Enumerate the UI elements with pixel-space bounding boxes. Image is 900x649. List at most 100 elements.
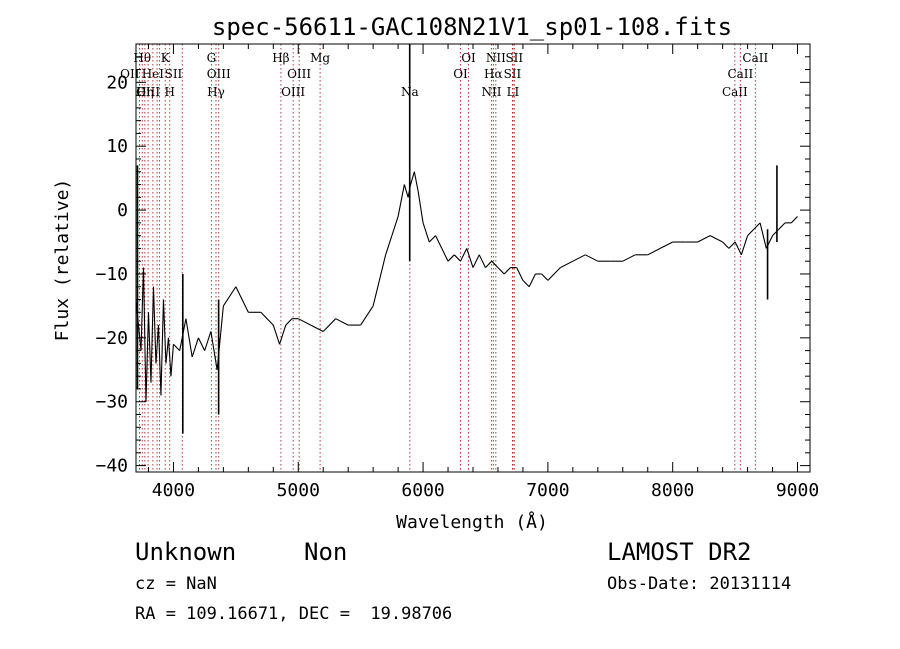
line-label-10: G (207, 51, 217, 65)
spectrum-segment-0-57 (491, 260, 499, 268)
spectrum-segment-0-51 (453, 254, 461, 262)
spectrum-segment-0-20 (210, 331, 218, 370)
y-tick-label-1: −30 (95, 392, 128, 413)
spectrum-segment-0-37 (378, 254, 387, 281)
spectrum-segment-0-17 (191, 337, 199, 358)
spectrum-segment-0-26 (272, 324, 281, 345)
spectrum-segment-0-40 (397, 184, 405, 217)
spectrum-segment-0-11 (165, 337, 169, 364)
spectrum-segment-0-54 (472, 254, 480, 268)
line-label-24: LI (507, 85, 520, 99)
spectrum-segment-0-85 (753, 222, 761, 230)
spectrum-segment-0-7 (155, 325, 160, 364)
spectrum-segment-0-84 (747, 228, 755, 237)
spectrum-segment-0-12 (167, 337, 172, 377)
spectrum-segment-0-13 (170, 344, 174, 377)
y-tick-label-3: −10 (95, 264, 128, 285)
spectrum-segment-0-55 (478, 254, 486, 268)
spectrum-segment-0-65 (541, 273, 549, 281)
spectrum-segment-0-16 (185, 318, 193, 358)
line-label-22: NII (486, 51, 506, 65)
spectrum-segment-0-14 (173, 343, 181, 352)
spectrum-segment-0-81 (728, 241, 736, 249)
object-subclass: Non (304, 538, 348, 566)
spectrum-segment-0-31 (310, 324, 324, 332)
spectrum-segment-0-78 (697, 235, 711, 243)
chart-title: spec-56611-GAC108N21V1_sp01-108.fits (212, 13, 732, 41)
spectrum-segment-0-27 (279, 324, 287, 345)
spectrum-segment-0-38 (385, 235, 393, 255)
spectrum-segment-0-46 (422, 222, 430, 243)
y-tick-label-2: −20 (95, 328, 128, 349)
line-label-25: SII (505, 51, 523, 65)
plot-frame (135, 43, 811, 473)
line-label-11: Hγ (207, 85, 225, 99)
line-label-8: H (164, 85, 174, 99)
y-axis-label: Flux (relative) (52, 179, 73, 342)
spectrum-segment-0-50 (447, 254, 455, 262)
spectrum-segment-0-44 (413, 171, 419, 192)
line-label-23: SII (504, 67, 522, 81)
line-label-16: Mg (310, 51, 330, 65)
spectrum-segment-0-47 (428, 235, 436, 243)
x-tick-label-0: 4000 (152, 480, 195, 501)
spectrum-segment-0-74 (647, 247, 661, 256)
spectrum-series (135, 44, 798, 434)
spectrum-segment-0-52 (460, 248, 468, 262)
redshift-value: cz = NaN (135, 574, 217, 594)
spectrum-segment-0-67 (560, 260, 574, 269)
line-label-0: OII (120, 67, 140, 81)
spectrum-segment-0-39 (391, 216, 399, 236)
line-label-14: OIII (281, 85, 305, 99)
line-label-26: CaII (722, 85, 748, 99)
y-tick-label-6: 20 (106, 72, 128, 93)
spectrum-segment-0-53 (466, 248, 474, 268)
y-tick-label-5: 10 (106, 136, 128, 157)
spectrum-segment-0-1 (140, 267, 145, 351)
x-tick-label-1: 5000 (277, 480, 320, 501)
spectrum-segment-0-79 (709, 235, 723, 243)
spectrum-segment-0-88 (772, 228, 780, 237)
line-label-12: OIII (207, 67, 231, 81)
spectrum-segment-0-66 (547, 267, 561, 281)
spectrum-segment-0-28 (285, 318, 293, 326)
spectrum-segment-0-56 (485, 260, 493, 268)
spectrum-segment-0-32 (322, 318, 337, 332)
spectrum-segment-0-72 (622, 254, 636, 262)
spectrum-segment-0-4 (147, 312, 152, 383)
spectrum-segment-0-3 (145, 312, 150, 402)
axis-ticks: 4000 5000 6000 7000 8000 9000 −40 −30 −20 −10 0 10 2… (95, 44, 819, 501)
line-label-4: HeI (142, 67, 165, 81)
spectrum-segment-0-41 (403, 184, 409, 198)
spectrum-segment-0-80 (722, 241, 730, 249)
spectrum-segment-0-35 (360, 305, 374, 326)
spectrum-segment-0-69 (585, 254, 599, 262)
spectrum-segment-0-86 (759, 222, 767, 249)
line-label-27: CaII (727, 67, 753, 81)
spectrum-segment-0-62 (522, 279, 530, 288)
spectrum-segment-0-59 (503, 267, 511, 275)
spectrum-segment-0-33 (335, 318, 349, 326)
spectral-line-markers: OIIHθHηOIIIHeIKHSIIGHγOIIIHβOIIIOIIIMgNa… (120, 44, 768, 472)
spectrum-segment-0-18 (197, 337, 206, 351)
x-axis-label: Wavelength (Å) (396, 511, 548, 533)
line-label-9: SII (165, 67, 183, 81)
spectrum-segment-0-49 (441, 248, 449, 262)
spectrum-segment-0-6 (152, 286, 157, 364)
line-label-20: NII (481, 85, 501, 99)
observation-date: Obs-Date: 20131114 (607, 574, 792, 594)
spectrum-segment-0-82 (734, 241, 742, 256)
spectrum-segment-0-22 (222, 286, 237, 307)
line-label-7: K (161, 51, 171, 65)
spectrum-segment-0-9 (160, 299, 165, 396)
spectrum-segment-0-30 (298, 318, 311, 326)
x-tick-label-3: 7000 (526, 480, 569, 501)
line-label-3: OIII (136, 85, 160, 99)
spectrum-segment-0-61 (516, 267, 524, 281)
survey-name: LAMOST DR2 (607, 538, 752, 566)
y-tick-label-4: 0 (117, 200, 128, 221)
line-label-28: CaII (742, 51, 768, 65)
spectrum-segment-0-58 (497, 267, 505, 275)
spectrum-segment-0-83 (740, 235, 749, 255)
